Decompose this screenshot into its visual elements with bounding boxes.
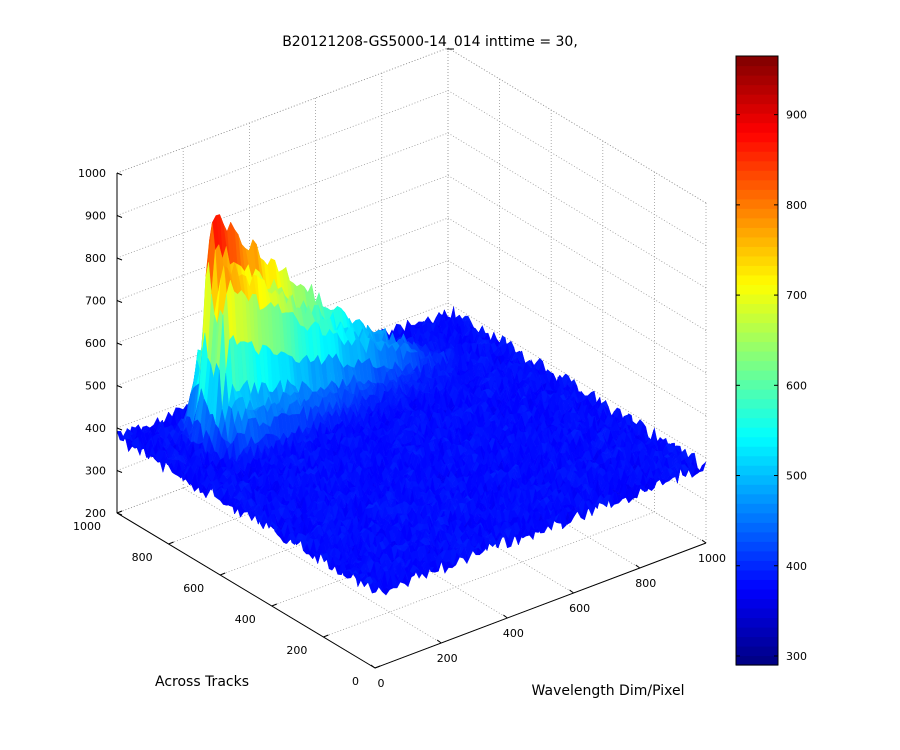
grid-line — [116, 132, 449, 259]
grid-line — [447, 175, 707, 331]
grid-line — [116, 302, 449, 429]
grid-line — [116, 90, 449, 216]
grid-line — [116, 217, 449, 344]
surface-plot — [116, 214, 707, 596]
grid-line — [323, 511, 655, 638]
box-edge — [116, 47, 449, 174]
grid-line — [447, 90, 707, 246]
grid-line — [116, 260, 449, 386]
grid-line — [116, 175, 449, 301]
box-edge — [447, 47, 707, 204]
surface-patch — [699, 461, 707, 473]
grid-line — [447, 217, 707, 374]
grid-line — [182, 487, 442, 644]
grid-line — [447, 260, 707, 416]
grid-line — [447, 132, 707, 289]
grid-line — [447, 302, 707, 459]
